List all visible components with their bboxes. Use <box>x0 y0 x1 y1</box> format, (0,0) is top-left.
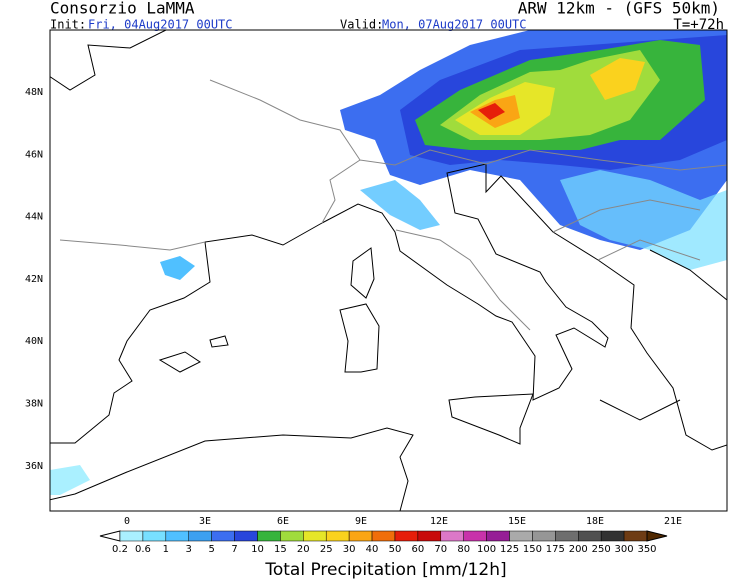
coastline <box>50 427 414 511</box>
coastline <box>158 335 229 373</box>
init-label: Init: <box>50 18 86 32</box>
colorbar-label: 1 <box>163 544 169 555</box>
colorbar-label: 25 <box>320 544 333 555</box>
lon-label: 12E <box>430 516 448 527</box>
colorbar-box <box>280 530 304 542</box>
lead-time: T=+72h <box>673 17 724 33</box>
border <box>59 79 727 331</box>
lon-label: 0 <box>124 516 130 527</box>
colorbar-box <box>257 530 281 542</box>
lat-label: 48N <box>25 87 43 98</box>
map-frame <box>49 29 728 512</box>
colorbar-label: 30 <box>343 544 356 555</box>
colorbar-label: 100 <box>477 544 496 555</box>
colorbar-label: 175 <box>546 544 565 555</box>
header-title: Consorzio LaMMA <box>50 0 195 18</box>
colorbar-box <box>532 530 556 542</box>
colorbar-under <box>99 530 121 542</box>
colorbar-box <box>303 530 327 542</box>
colorbar-label: 70 <box>434 544 447 555</box>
colorbar-box <box>486 530 510 542</box>
lon-label: 3E <box>199 516 211 527</box>
precip-area <box>590 58 645 100</box>
init-value: Fri, 04Aug2017 00UTC <box>88 18 233 32</box>
colorbar-label: 0.6 <box>135 544 151 555</box>
lat-labels: 48N 46N 44N 42N 40N 38N 36N <box>25 87 43 472</box>
precip-area <box>560 170 727 270</box>
colorbar-label: 200 <box>569 544 588 555</box>
coastline <box>339 303 380 373</box>
lat-label: 40N <box>25 336 43 347</box>
lon-labels: 0 3E 6E 9E 12E 15E 18E 21E <box>124 516 682 527</box>
colorbar-box <box>188 530 212 542</box>
model-title: ARW 12km - (GFS 50km) <box>518 0 720 18</box>
colorbar-label: 60 <box>412 544 425 555</box>
colorbar-box <box>348 530 373 542</box>
colorbar-label: 150 <box>523 544 542 555</box>
colorbar-box <box>600 530 625 542</box>
coastline <box>50 222 323 444</box>
colorbar-label: 350 <box>637 544 656 555</box>
lat-label: 36N <box>25 461 43 472</box>
lon-label: 18E <box>586 516 604 527</box>
coastline <box>321 163 727 451</box>
lat-label: 42N <box>25 274 43 285</box>
colorbar-box <box>509 530 533 542</box>
colorbar-over <box>646 530 668 542</box>
colorbar-box <box>119 530 144 542</box>
lon-label: 6E <box>277 516 289 527</box>
map-area <box>49 29 728 512</box>
colorbar-label: 3 <box>186 544 192 555</box>
colorbar-box <box>440 530 464 542</box>
lon-label: 9E <box>355 516 367 527</box>
precip-area <box>360 180 440 230</box>
colorbar-box <box>417 530 442 542</box>
colorbar-label: 40 <box>366 544 379 555</box>
colorbar-label: 0.2 <box>112 544 128 555</box>
lat-label: 38N <box>25 399 43 410</box>
coastline <box>50 30 167 91</box>
colorbar-label: 20 <box>297 544 310 555</box>
colorbar-box <box>623 530 648 542</box>
precip-area <box>160 256 195 280</box>
colorbar-label: 80 <box>457 544 470 555</box>
lat-label: 46N <box>25 149 43 160</box>
colorbar-label: 7 <box>231 544 237 555</box>
lat-label: 44N <box>25 212 43 223</box>
precip-area <box>50 465 90 495</box>
valid-label: Valid: <box>340 18 383 32</box>
colorbar-box <box>371 530 396 542</box>
colorbar-box <box>234 530 258 542</box>
colorbar-box <box>578 530 602 542</box>
coastline <box>599 249 727 421</box>
colorbar-box <box>325 530 350 542</box>
lon-label: 15E <box>508 516 526 527</box>
colorbar-box <box>142 530 167 542</box>
colorbar-label: 50 <box>389 544 402 555</box>
coastline <box>350 247 375 299</box>
colorbar-label: 5 <box>208 544 214 555</box>
colorbar: 0.2 0.6 1 3 5 7 10 15 20 25 30 40 50 60 70 80 100 125 150 1… <box>99 530 668 555</box>
colorbar-box <box>463 530 487 542</box>
colorbar-box <box>555 530 579 542</box>
colorbar-label: 300 <box>615 544 634 555</box>
lon-label: 21E <box>664 516 682 527</box>
colorbar-label: 125 <box>500 544 519 555</box>
colorbar-title: Total Precipitation [mm/12h] <box>264 560 506 580</box>
colorbar-box <box>394 530 419 542</box>
coastline <box>448 393 534 445</box>
valid-value: Mon, 07Aug2017 00UTC <box>382 18 527 32</box>
colorbar-label: 10 <box>251 544 264 555</box>
colorbar-label: 250 <box>592 544 611 555</box>
precip-area <box>478 103 505 120</box>
colorbar-box <box>211 530 235 542</box>
colorbar-label: 15 <box>274 544 287 555</box>
colorbar-box <box>165 530 189 542</box>
